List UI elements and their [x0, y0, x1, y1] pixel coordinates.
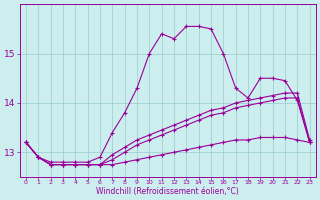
X-axis label: Windchill (Refroidissement éolien,°C): Windchill (Refroidissement éolien,°C) — [96, 187, 239, 196]
